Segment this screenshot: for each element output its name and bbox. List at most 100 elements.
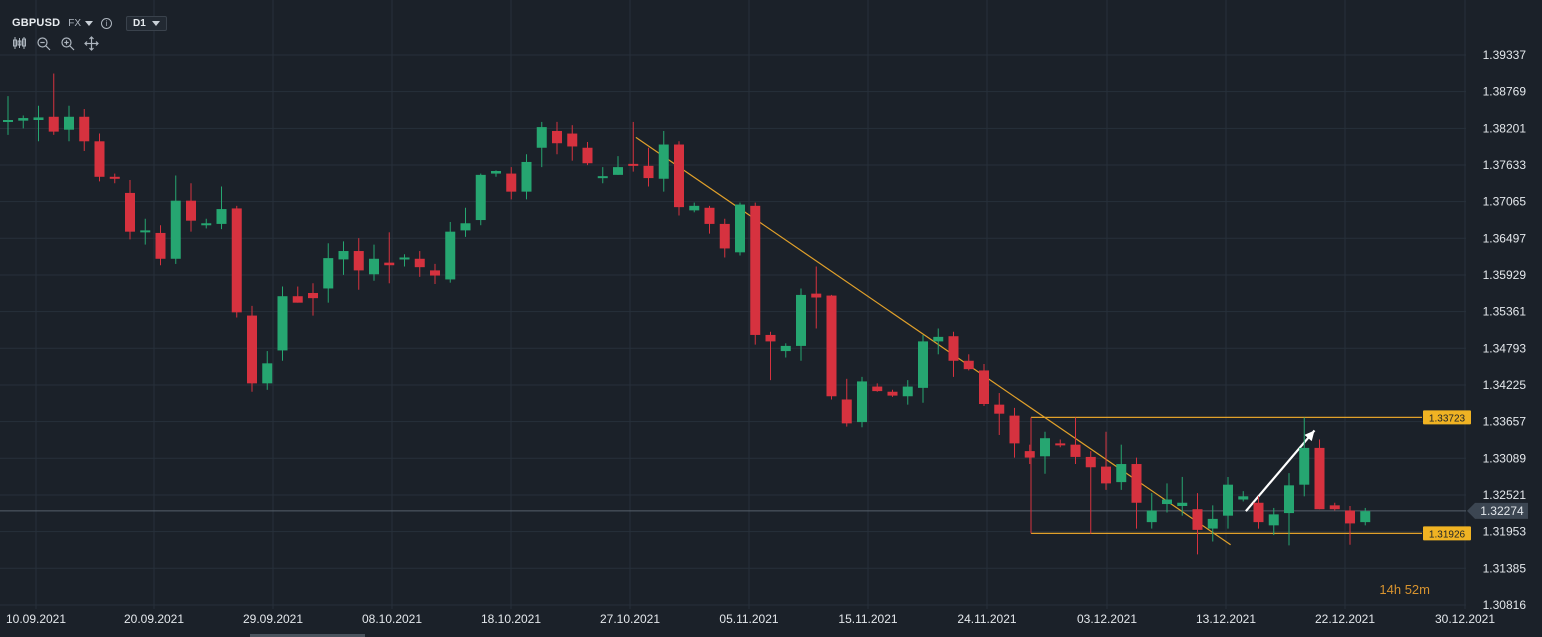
candle-up	[1223, 476, 1233, 529]
candle-body	[826, 295, 837, 397]
candle-body	[1177, 502, 1188, 506]
candle-countdown: 14h 52m	[1379, 582, 1430, 597]
candle-body	[64, 116, 74, 130]
candle-down	[826, 294, 837, 400]
candle-up	[201, 218, 212, 229]
candle-up	[933, 328, 944, 355]
candle-down	[1131, 457, 1142, 529]
price-tick-label: 1.30816	[1483, 598, 1527, 612]
candle-body	[1009, 415, 1020, 444]
candle-body	[308, 292, 318, 299]
candle-body	[125, 192, 135, 232]
candle-body	[18, 118, 29, 121]
candle-up	[597, 167, 608, 184]
candles-icon[interactable]	[12, 36, 27, 51]
candle-down	[750, 202, 761, 345]
candle-body	[109, 176, 120, 179]
market-label: FX	[68, 17, 82, 29]
zoom-in-icon[interactable]	[60, 36, 75, 51]
candle-down	[79, 109, 90, 151]
candle-up	[613, 156, 623, 175]
candle-up	[918, 334, 928, 403]
candle-body	[1040, 438, 1050, 457]
candle-down	[963, 354, 974, 371]
candle-body	[262, 363, 273, 384]
support-tag-bg	[1423, 526, 1471, 541]
candle-down	[1070, 417, 1081, 465]
info-icon[interactable]: i	[101, 17, 113, 29]
candle-up	[3, 96, 13, 135]
candle-body	[1223, 484, 1233, 516]
candle-body	[460, 223, 471, 231]
candle-down	[308, 283, 318, 316]
resistance-tag-bg	[1423, 410, 1471, 425]
candle-down	[94, 133, 105, 182]
date-tick-label: 20.09.2021	[124, 612, 184, 626]
date-tick-label: 27.10.2021	[600, 612, 660, 626]
candle-body	[48, 116, 59, 132]
scroll-thumb	[250, 634, 365, 637]
candle-down	[506, 167, 517, 200]
candle-body	[1162, 499, 1172, 505]
candle-down	[674, 141, 684, 216]
candle-body	[613, 167, 623, 175]
date-tick-label: 30.12.2021	[1435, 612, 1495, 626]
candle-body	[552, 130, 562, 144]
candle-down	[48, 73, 59, 135]
candle-body	[292, 296, 303, 303]
candle-up	[216, 186, 227, 230]
candle-body	[857, 381, 867, 423]
candle-body	[216, 209, 227, 224]
candle-down	[552, 121, 562, 155]
candle-down	[1101, 431, 1111, 490]
candle-body	[765, 334, 776, 342]
candle-down	[231, 205, 242, 318]
chevron-down-icon	[151, 20, 160, 26]
market-selector[interactable]: FX	[68, 17, 94, 29]
candle-down	[1345, 505, 1355, 545]
candle-body	[994, 404, 1005, 414]
price-tick-label: 1.36497	[1483, 231, 1527, 245]
price-axis[interactable]: 1.39337 1.38769 1.38201 1.37633 1.37065 1.364…	[1483, 48, 1527, 612]
candle-body	[369, 258, 379, 275]
candle-down	[979, 363, 989, 406]
candle-body	[811, 293, 822, 298]
candle-down	[1253, 496, 1264, 529]
candle-body	[1314, 447, 1325, 510]
candle-body	[33, 117, 44, 120]
candle-down	[994, 393, 1005, 435]
date-tick-label: 15.11.2021	[838, 612, 897, 626]
symbol-label[interactable]: GBPUSD	[12, 17, 61, 29]
candle-body	[201, 223, 212, 226]
date-tick-label: 29.09.2021	[243, 612, 303, 626]
candle-body	[140, 230, 151, 233]
candle-body	[384, 262, 395, 266]
candle-body	[1085, 456, 1096, 468]
date-tick-label: 24.11.2021	[957, 612, 1016, 626]
date-tick-label: 22.12.2021	[1315, 612, 1375, 626]
candle-up	[735, 202, 745, 256]
candle-up	[902, 380, 913, 405]
candle-body	[414, 258, 425, 268]
candle-down	[887, 389, 898, 397]
candle-down	[292, 286, 303, 303]
candle-up	[689, 202, 700, 213]
price-tick-label: 1.33089	[1483, 451, 1527, 465]
projection-arrow	[1245, 429, 1316, 512]
candle-up	[658, 130, 669, 192]
candle-down	[765, 331, 776, 381]
date-axis[interactable]: 10.09.2021 20.09.2021 29.09.2021 08.10.2021…	[6, 612, 1495, 637]
candle-down	[155, 225, 166, 266]
timeframe-select[interactable]: D1	[126, 15, 167, 31]
candle-body	[841, 399, 852, 424]
candle-down	[841, 378, 852, 427]
zoom-out-icon[interactable]	[36, 36, 51, 51]
candle-up	[1162, 483, 1172, 513]
current-price-tag: 1.32274	[1467, 502, 1528, 519]
candle-body	[735, 204, 745, 253]
candle-up	[1284, 473, 1294, 546]
crosshair-icon[interactable]	[84, 36, 99, 51]
candle-down	[1314, 439, 1325, 510]
candle-body	[674, 144, 684, 208]
